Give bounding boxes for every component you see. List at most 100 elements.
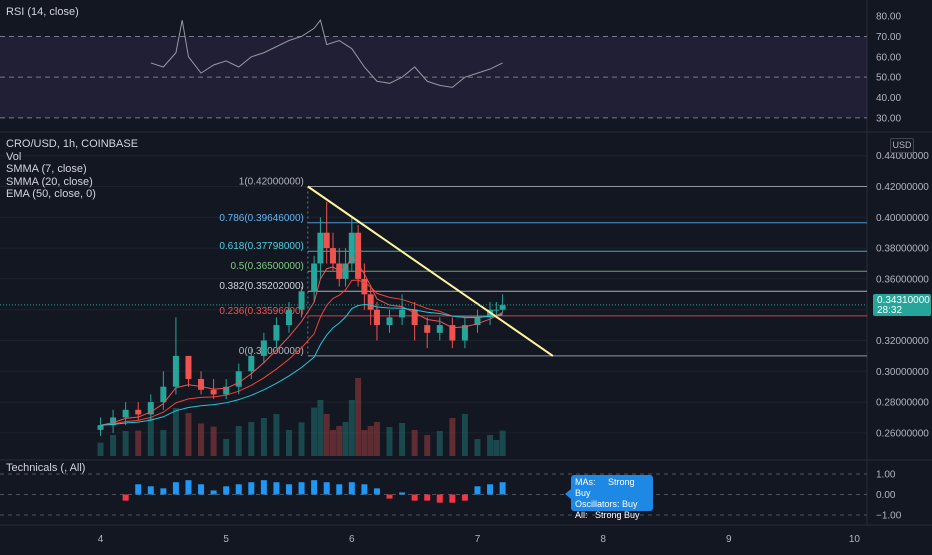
fib-level-label: 0.5(0.36500000): [230, 261, 303, 272]
candle-body: [172, 355, 179, 387]
candle-body: [329, 248, 336, 264]
technicals-bar: [135, 484, 142, 495]
ema50-line: [100, 303, 503, 426]
volume-bar: [373, 422, 380, 456]
technicals-bar: [210, 490, 217, 495]
candle-body: [474, 317, 481, 326]
technicals-title: Technicals (, All): [6, 462, 86, 474]
volume-bar: [122, 431, 129, 456]
technicals-bar: [235, 484, 242, 495]
candle-body: [122, 409, 129, 418]
volume-bar: [474, 439, 481, 456]
rsi-tick-label: 60.00: [876, 52, 901, 63]
volume-bar: [361, 430, 368, 456]
rsi-title: RSI (14, close): [6, 6, 79, 18]
volume-bar: [329, 430, 336, 456]
technicals-bar: [298, 482, 305, 495]
technicals-bar: [185, 480, 192, 495]
technicals-bar: [198, 484, 205, 495]
volume-bar: [298, 422, 305, 456]
candle-body: [198, 379, 205, 390]
volume-bar: [411, 430, 418, 456]
candle-body: [373, 309, 380, 326]
volume-bar: [235, 426, 242, 456]
volume-bar: [110, 435, 117, 456]
fib-level-label: 0(0.31000000): [239, 346, 304, 357]
volume-bar: [499, 430, 506, 456]
x-tick-label: 4: [98, 534, 104, 545]
price-tick-label: 0.40000000: [876, 213, 929, 224]
smma20-line: [100, 279, 503, 426]
fib-level-label: 0.236(0.33596000): [219, 306, 304, 317]
volume-bar: [135, 430, 142, 456]
volume-bar: [355, 378, 362, 456]
technicals-bar: [122, 494, 129, 501]
rsi-tick-label: 30.00: [876, 113, 901, 124]
volume-bar: [172, 408, 179, 456]
fib-level-label: 1(0.42000000): [239, 177, 304, 188]
candle-body: [361, 278, 368, 295]
technicals-bar: [373, 488, 380, 495]
technicals-bar: [424, 494, 431, 501]
candle-body: [135, 409, 142, 415]
candle-body: [223, 386, 230, 395]
technicals-bar: [336, 484, 343, 495]
x-tick-label: 8: [600, 534, 606, 545]
candle-body: [317, 232, 324, 264]
technicals-bar: [474, 486, 481, 495]
volume-bar: [273, 414, 280, 456]
candle-body: [355, 232, 362, 279]
x-tick-label: 6: [349, 534, 355, 545]
technicals-bar: [311, 480, 318, 495]
price-tick-label: 0.26000000: [876, 428, 929, 439]
technicals-bar: [273, 482, 280, 495]
candle-body: [97, 425, 104, 430]
technicals-bar: [461, 494, 468, 501]
technicals-bar: [436, 494, 443, 503]
candle-body: [260, 340, 267, 356]
x-tick-label: 10: [849, 534, 861, 545]
volume-bar: [348, 400, 355, 456]
candle-body: [461, 325, 468, 341]
x-tick-label: 7: [475, 534, 481, 545]
volume-bar: [493, 440, 500, 456]
volume-bar: [461, 414, 468, 456]
price-tick-label: 0.28000000: [876, 398, 929, 409]
volume-bar: [342, 422, 349, 456]
volume-bar: [399, 423, 406, 456]
candle-body: [499, 305, 506, 310]
last-price-label: 0.34310000 28:32: [873, 294, 931, 316]
volume-bar: [160, 430, 167, 456]
x-tick-label: 5: [223, 534, 229, 545]
technicals-tick-label: 1.00: [876, 470, 896, 481]
candle-body: [248, 355, 255, 372]
candle-body: [298, 291, 305, 310]
candle-body: [147, 402, 154, 415]
volume-bar: [311, 407, 318, 456]
technicals-bar: [323, 482, 330, 495]
technicals-bar: [147, 486, 154, 495]
volume-bar: [367, 426, 374, 456]
volume-bar: [223, 439, 230, 456]
candle-body: [449, 325, 456, 341]
rsi-line: [150, 19, 503, 88]
candle-body: [286, 309, 292, 326]
fib-level-label: 0.382(0.35202000): [219, 281, 304, 292]
currency-badge[interactable]: USD: [890, 138, 914, 153]
technicals-bar: [487, 484, 494, 495]
price-tick-label: 0.36000000: [876, 274, 929, 285]
technicals-tooltip: MAs: Strong Buy Oscillators: Buy All: St…: [571, 475, 653, 520]
last-price: 0.34310000: [877, 295, 930, 306]
price-tick-label: 0.38000000: [876, 244, 929, 255]
volume-bar: [386, 427, 393, 456]
countdown: 28:32: [877, 305, 903, 316]
price-tick-label: 0.32000000: [876, 336, 929, 347]
fib-level-label: 0.618(0.37798000): [219, 241, 304, 252]
indicator-smma20: SMMA (20, close): [6, 175, 93, 188]
candle-body: [493, 309, 500, 311]
technicals-bar: [172, 482, 179, 495]
volume-bar: [286, 430, 292, 456]
trendline: [307, 185, 554, 357]
